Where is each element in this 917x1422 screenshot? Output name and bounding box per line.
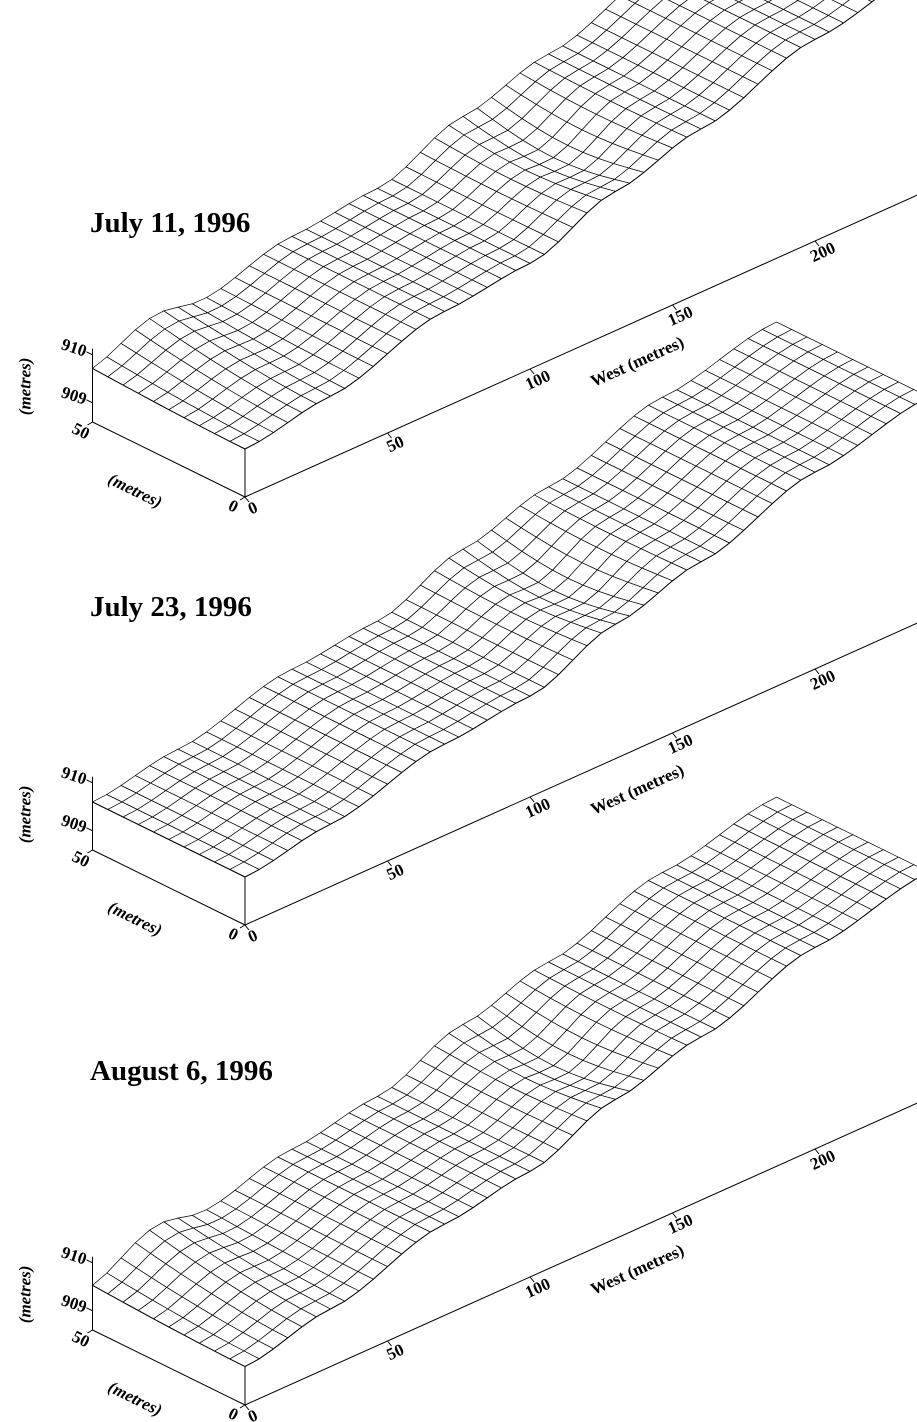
x-tick-mark bbox=[244, 924, 250, 931]
x-tick-label: 50 bbox=[384, 432, 407, 456]
z-tick-mark bbox=[86, 351, 93, 356]
y-axis-line bbox=[92, 1329, 246, 1406]
front-surface-edge bbox=[244, 0, 876, 450]
z-axis-label: (metres) bbox=[16, 358, 35, 416]
x-tick-mark bbox=[814, 668, 820, 675]
x-tick-mark bbox=[529, 368, 535, 375]
x-tick-label: 50 bbox=[384, 1340, 407, 1364]
left-surface-edge bbox=[92, 801, 246, 878]
z-tick-mark bbox=[86, 1307, 93, 1312]
mesh-cell bbox=[703, 0, 715, 3]
y-axis-label: (metres) bbox=[105, 897, 165, 939]
front-face bbox=[245, 403, 917, 925]
x-tick-mark bbox=[244, 1404, 250, 1411]
chart-title: July 11, 1996 bbox=[90, 207, 250, 239]
z-tick-label: 909 bbox=[59, 383, 89, 409]
front-surface-edge bbox=[244, 877, 917, 1368]
left-surface-edge bbox=[92, 1284, 246, 1368]
x-tick-mark bbox=[529, 796, 535, 803]
z-tick-label: 910 bbox=[59, 1243, 89, 1269]
z-tick-label: 909 bbox=[59, 811, 89, 837]
mesh-cell bbox=[734, 0, 744, 3]
z-tick-label: 909 bbox=[59, 1291, 89, 1317]
left-face bbox=[92, 368, 245, 497]
x-tick-mark bbox=[672, 1212, 677, 1219]
x-tick-mark bbox=[814, 1148, 820, 1155]
z-tick-mark bbox=[86, 399, 93, 404]
x-tick-mark bbox=[529, 1276, 535, 1283]
y-tick-label: 0 bbox=[225, 496, 241, 517]
x-tick-label: 0 bbox=[245, 926, 261, 947]
y-axis-label: (metres) bbox=[105, 1377, 165, 1419]
y-tick-mark bbox=[239, 924, 246, 929]
z-axis-label: (metres) bbox=[16, 1266, 35, 1324]
z-tick-mark bbox=[86, 1259, 93, 1264]
x-tick-mark bbox=[387, 432, 392, 439]
y-tick-mark bbox=[87, 849, 93, 854]
y-tick-label: 50 bbox=[69, 419, 93, 444]
x-tick-label: 50 bbox=[384, 860, 407, 884]
x-tick-label: 0 bbox=[245, 1406, 261, 1422]
mesh-cell bbox=[627, 0, 640, 4]
y-axis-line bbox=[92, 849, 246, 926]
front-face bbox=[245, 0, 917, 497]
y-tick-mark bbox=[239, 1404, 246, 1409]
z-tick-mark bbox=[86, 827, 93, 832]
box-frame bbox=[92, 402, 917, 926]
surface-mesh bbox=[91, 0, 875, 450]
front-face bbox=[245, 878, 917, 1405]
x-tick-mark bbox=[387, 1340, 392, 1347]
box-frame bbox=[92, 0, 917, 498]
panel-july-11: July 11, 1996 909910(metres)050100150200… bbox=[16, 0, 917, 518]
y-axis-line bbox=[92, 421, 246, 498]
chart-title: August 6, 1996 bbox=[90, 1055, 273, 1087]
x-tick-mark bbox=[672, 304, 677, 311]
x-tick-mark bbox=[814, 240, 820, 247]
z-tick-mark bbox=[86, 779, 93, 784]
y-tick-label: 50 bbox=[69, 1327, 93, 1352]
y-tick-mark bbox=[87, 421, 93, 426]
left-surface-edge bbox=[92, 367, 246, 450]
surface-mesh bbox=[91, 796, 917, 1367]
left-face bbox=[92, 802, 245, 925]
panel-august-6: August 6, 1996 909910(metres)05010015020… bbox=[16, 796, 917, 1422]
x-axis-label: West (metres) bbox=[588, 760, 687, 818]
y-tick-label: 0 bbox=[225, 924, 241, 945]
surface-mesh bbox=[91, 321, 917, 878]
x-tick-mark bbox=[244, 496, 250, 503]
x-tick-mark bbox=[387, 860, 392, 867]
z-tick-label: 910 bbox=[59, 335, 89, 361]
z-tick-label: 910 bbox=[59, 763, 89, 789]
front-surface-edge bbox=[244, 402, 917, 878]
chart-title: July 23, 1996 bbox=[90, 591, 252, 623]
y-tick-label: 50 bbox=[69, 847, 93, 872]
x-axis-label: West (metres) bbox=[588, 332, 687, 390]
panel-july-23: July 23, 1996 909910(metres)050100150200… bbox=[16, 321, 917, 947]
x-tick-label: 0 bbox=[245, 498, 261, 519]
y-axis-label: (metres) bbox=[105, 469, 165, 511]
x-axis-label: West (metres) bbox=[588, 1240, 687, 1298]
y-tick-mark bbox=[87, 1329, 93, 1334]
left-face bbox=[92, 1285, 245, 1405]
z-axis-label: (metres) bbox=[16, 786, 35, 844]
y-tick-mark bbox=[239, 496, 246, 501]
x-tick-mark bbox=[672, 732, 677, 739]
y-tick-label: 0 bbox=[225, 1404, 241, 1422]
